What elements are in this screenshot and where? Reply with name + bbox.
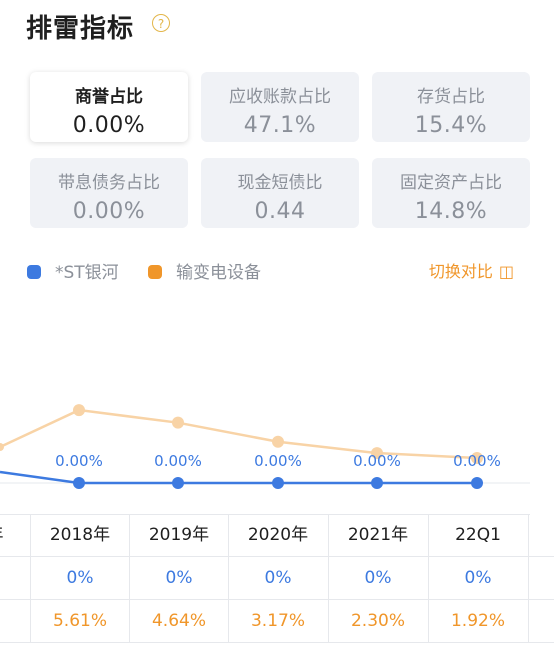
legend-industry-swatch (148, 265, 162, 279)
table-cell: 0% (364, 568, 392, 588)
table-divider (129, 514, 130, 642)
card-label: 存货占比 (417, 87, 485, 107)
table-header-cell: 22Q1 (455, 525, 501, 545)
card-value: 15.4% (414, 113, 488, 138)
legend-company-swatch (27, 265, 41, 279)
card-value: 47.1% (243, 113, 317, 138)
company-point (471, 477, 483, 489)
card-value: 14.8% (414, 199, 488, 224)
card-label: 现金短债比 (237, 173, 323, 193)
company-data-label: 0.00% (453, 452, 501, 470)
series-line-company (0, 470, 477, 485)
table-cell: 0% (264, 568, 292, 588)
table-header-cell: 2021年 (347, 525, 409, 545)
company-data-label: 0.00% (55, 452, 103, 470)
card-receivables-ratio[interactable]: 应收账款占比 47.1% (201, 72, 359, 142)
card-fixed-assets-ratio[interactable]: 固定资产占比 14.8% (372, 158, 530, 228)
table-cell: 0% (165, 568, 193, 588)
table-divider (428, 514, 429, 642)
industry-point (471, 452, 483, 465)
company-data-label: 0.00% (254, 452, 302, 470)
table-header-cell: 年 (0, 514, 25, 556)
card-goodwill-ratio[interactable]: 商誉占比 0.00% (30, 72, 188, 142)
table-cell: 4.64% (151, 611, 206, 631)
help-icon[interactable]: ? (152, 14, 170, 32)
table-divider (30, 514, 31, 642)
industry-point (272, 435, 284, 448)
table-cell: % (0, 600, 14, 642)
card-value: 0.00% (72, 113, 146, 138)
table-divider (328, 514, 329, 642)
table-cell: % (0, 557, 14, 599)
table-cell: 3.17% (250, 611, 305, 631)
company-point (272, 477, 284, 489)
table-divider (528, 514, 529, 642)
company-point (371, 477, 383, 489)
series-line-industry (0, 408, 478, 460)
trend-chart: 0.00% 0.00% 0.00% 0.00% 0.00% (0, 404, 530, 489)
table-header-row: 年 2018年 2019年 2020年 2021年 22Q1 (0, 514, 554, 557)
company-data-label: 0.00% (353, 452, 401, 470)
table-row-company: % 0% 0% 0% 0% 0% (0, 557, 554, 600)
industry-point-partial (0, 443, 4, 451)
table-cell: 5.61% (52, 611, 107, 631)
legend-company: *ST银河 (27, 258, 119, 283)
legend-industry-label: 输变电设备 (176, 263, 261, 283)
card-label: 应收账款占比 (229, 87, 331, 107)
industry-point (73, 404, 85, 417)
table-header-cell: 2020年 (247, 525, 309, 545)
table-cell: 2.30% (350, 611, 405, 631)
card-inventory-ratio[interactable]: 存货占比 15.4% (372, 72, 530, 142)
page-title: 排雷指标 (26, 14, 135, 44)
card-cash-short-debt-ratio[interactable]: 现金短债比 0.44 (201, 158, 359, 228)
card-interest-debt-ratio[interactable]: 带息债务占比 0.00% (30, 158, 188, 228)
card-value: 0.00% (72, 199, 146, 224)
table-header-cell: 2019年 (148, 525, 210, 545)
table-cell: 0% (66, 568, 94, 588)
card-value: 0.44 (254, 199, 306, 224)
card-label: 固定资产占比 (400, 173, 502, 193)
table-divider (228, 514, 229, 642)
legend-industry: 输变电设备 (148, 258, 261, 283)
table-cell: 1.92% (450, 611, 505, 631)
switch-compare-label: 切换对比 (428, 262, 493, 281)
legend-company-label: *ST银河 (55, 263, 119, 283)
table-top-border (0, 514, 530, 515)
company-point (73, 477, 85, 489)
card-label: 商誉占比 (75, 87, 143, 107)
table-row-industry: % 5.61% 4.64% 3.17% 2.30% 1.92% (0, 600, 554, 643)
switch-compare-button[interactable]: 切换对比 ◫ (429, 258, 514, 282)
industry-point (172, 416, 184, 429)
company-data-label: 0.00% (154, 452, 202, 470)
company-point (172, 477, 184, 489)
industry-point (371, 447, 383, 460)
compare-icon: ◫ (498, 262, 514, 281)
card-label: 带息债务占比 (58, 173, 160, 193)
table-cell: 0% (464, 568, 492, 588)
table-header-cell: 2018年 (49, 525, 111, 545)
